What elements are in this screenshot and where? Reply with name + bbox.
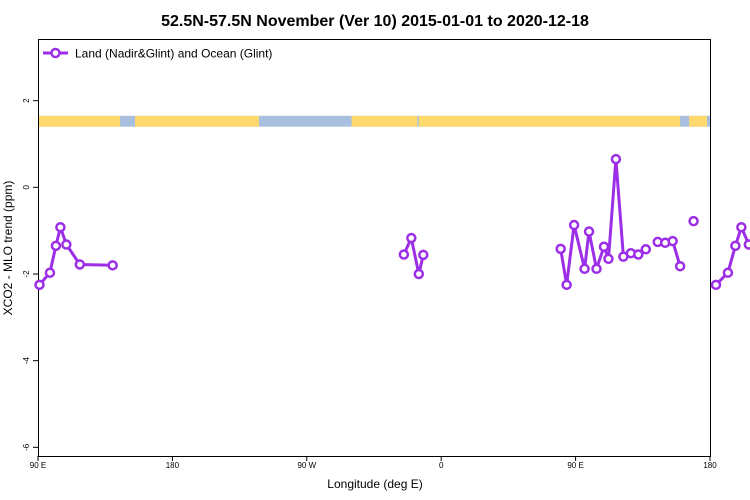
- data-point: [50, 240, 62, 252]
- legend: Land (Nadir&Glint) and Ocean (Glint): [43, 47, 272, 61]
- data-point: [603, 253, 614, 265]
- x-tick-label: 90 W: [297, 461, 316, 470]
- y-tick-label: 2: [22, 98, 31, 103]
- data-point: [406, 232, 417, 244]
- land-band-segment: [38, 115, 121, 127]
- data-point: [568, 219, 580, 231]
- y-tick-label: 0: [22, 185, 31, 190]
- data-point: [579, 263, 590, 275]
- data-series: [34, 153, 750, 291]
- data-point: [561, 279, 572, 291]
- y-tick-label: -6: [22, 443, 31, 451]
- data-point: [743, 239, 750, 250]
- data-point: [418, 249, 429, 261]
- data-point: [583, 226, 595, 237]
- land-ocean-band: [38, 115, 710, 127]
- x-tick-label: 180: [703, 461, 717, 470]
- data-point: [74, 259, 86, 270]
- data-point: [736, 221, 747, 233]
- y-axis-label: XCO2 - MLO trend (ppm): [1, 181, 15, 316]
- land-band-segment: [689, 115, 708, 127]
- data-point: [61, 239, 72, 250]
- data-point: [107, 260, 118, 271]
- data-point: [413, 268, 425, 280]
- y-axis-ticks: -6 -4 -2 0 2: [22, 98, 38, 451]
- x-tick-label: 180: [166, 461, 180, 470]
- data-point: [640, 244, 652, 255]
- y-tick-label: -2: [22, 270, 31, 278]
- legend-marker: [50, 47, 61, 59]
- series-line: [402, 236, 425, 276]
- x-tick-label: 90 E: [30, 461, 46, 470]
- data-point: [34, 279, 45, 291]
- legend-label: Land (Nadir&Glint) and Ocean (Glint): [75, 47, 272, 61]
- land-band-segment: [418, 115, 681, 127]
- data-point: [710, 279, 722, 291]
- x-tick-label: 0: [439, 461, 444, 470]
- x-axis-ticks: 90 E 180 90 W 0 90 E 180: [30, 456, 717, 470]
- x-tick-label: 90 E: [567, 461, 583, 470]
- x-axis-label: Longitude (deg E): [327, 477, 422, 491]
- land-band-segment: [135, 115, 260, 127]
- data-point: [667, 235, 678, 247]
- data-point: [398, 249, 410, 260]
- data-point: [688, 215, 699, 227]
- data-point: [730, 240, 741, 252]
- chart-title: 52.5N-57.5N November (Ver 10) 2015-01-01…: [161, 13, 589, 30]
- data-point: [610, 153, 622, 165]
- data-point: [55, 221, 66, 233]
- y-tick-label: -4: [22, 357, 31, 365]
- data-point: [591, 263, 602, 275]
- data-point: [674, 260, 686, 272]
- land-band-segment: [351, 115, 418, 127]
- data-point: [722, 267, 734, 278]
- data-point: [598, 241, 610, 252]
- data-point: [555, 243, 566, 255]
- data-point: [633, 249, 644, 260]
- data-point: [44, 267, 56, 278]
- plot-frame: [38, 39, 711, 457]
